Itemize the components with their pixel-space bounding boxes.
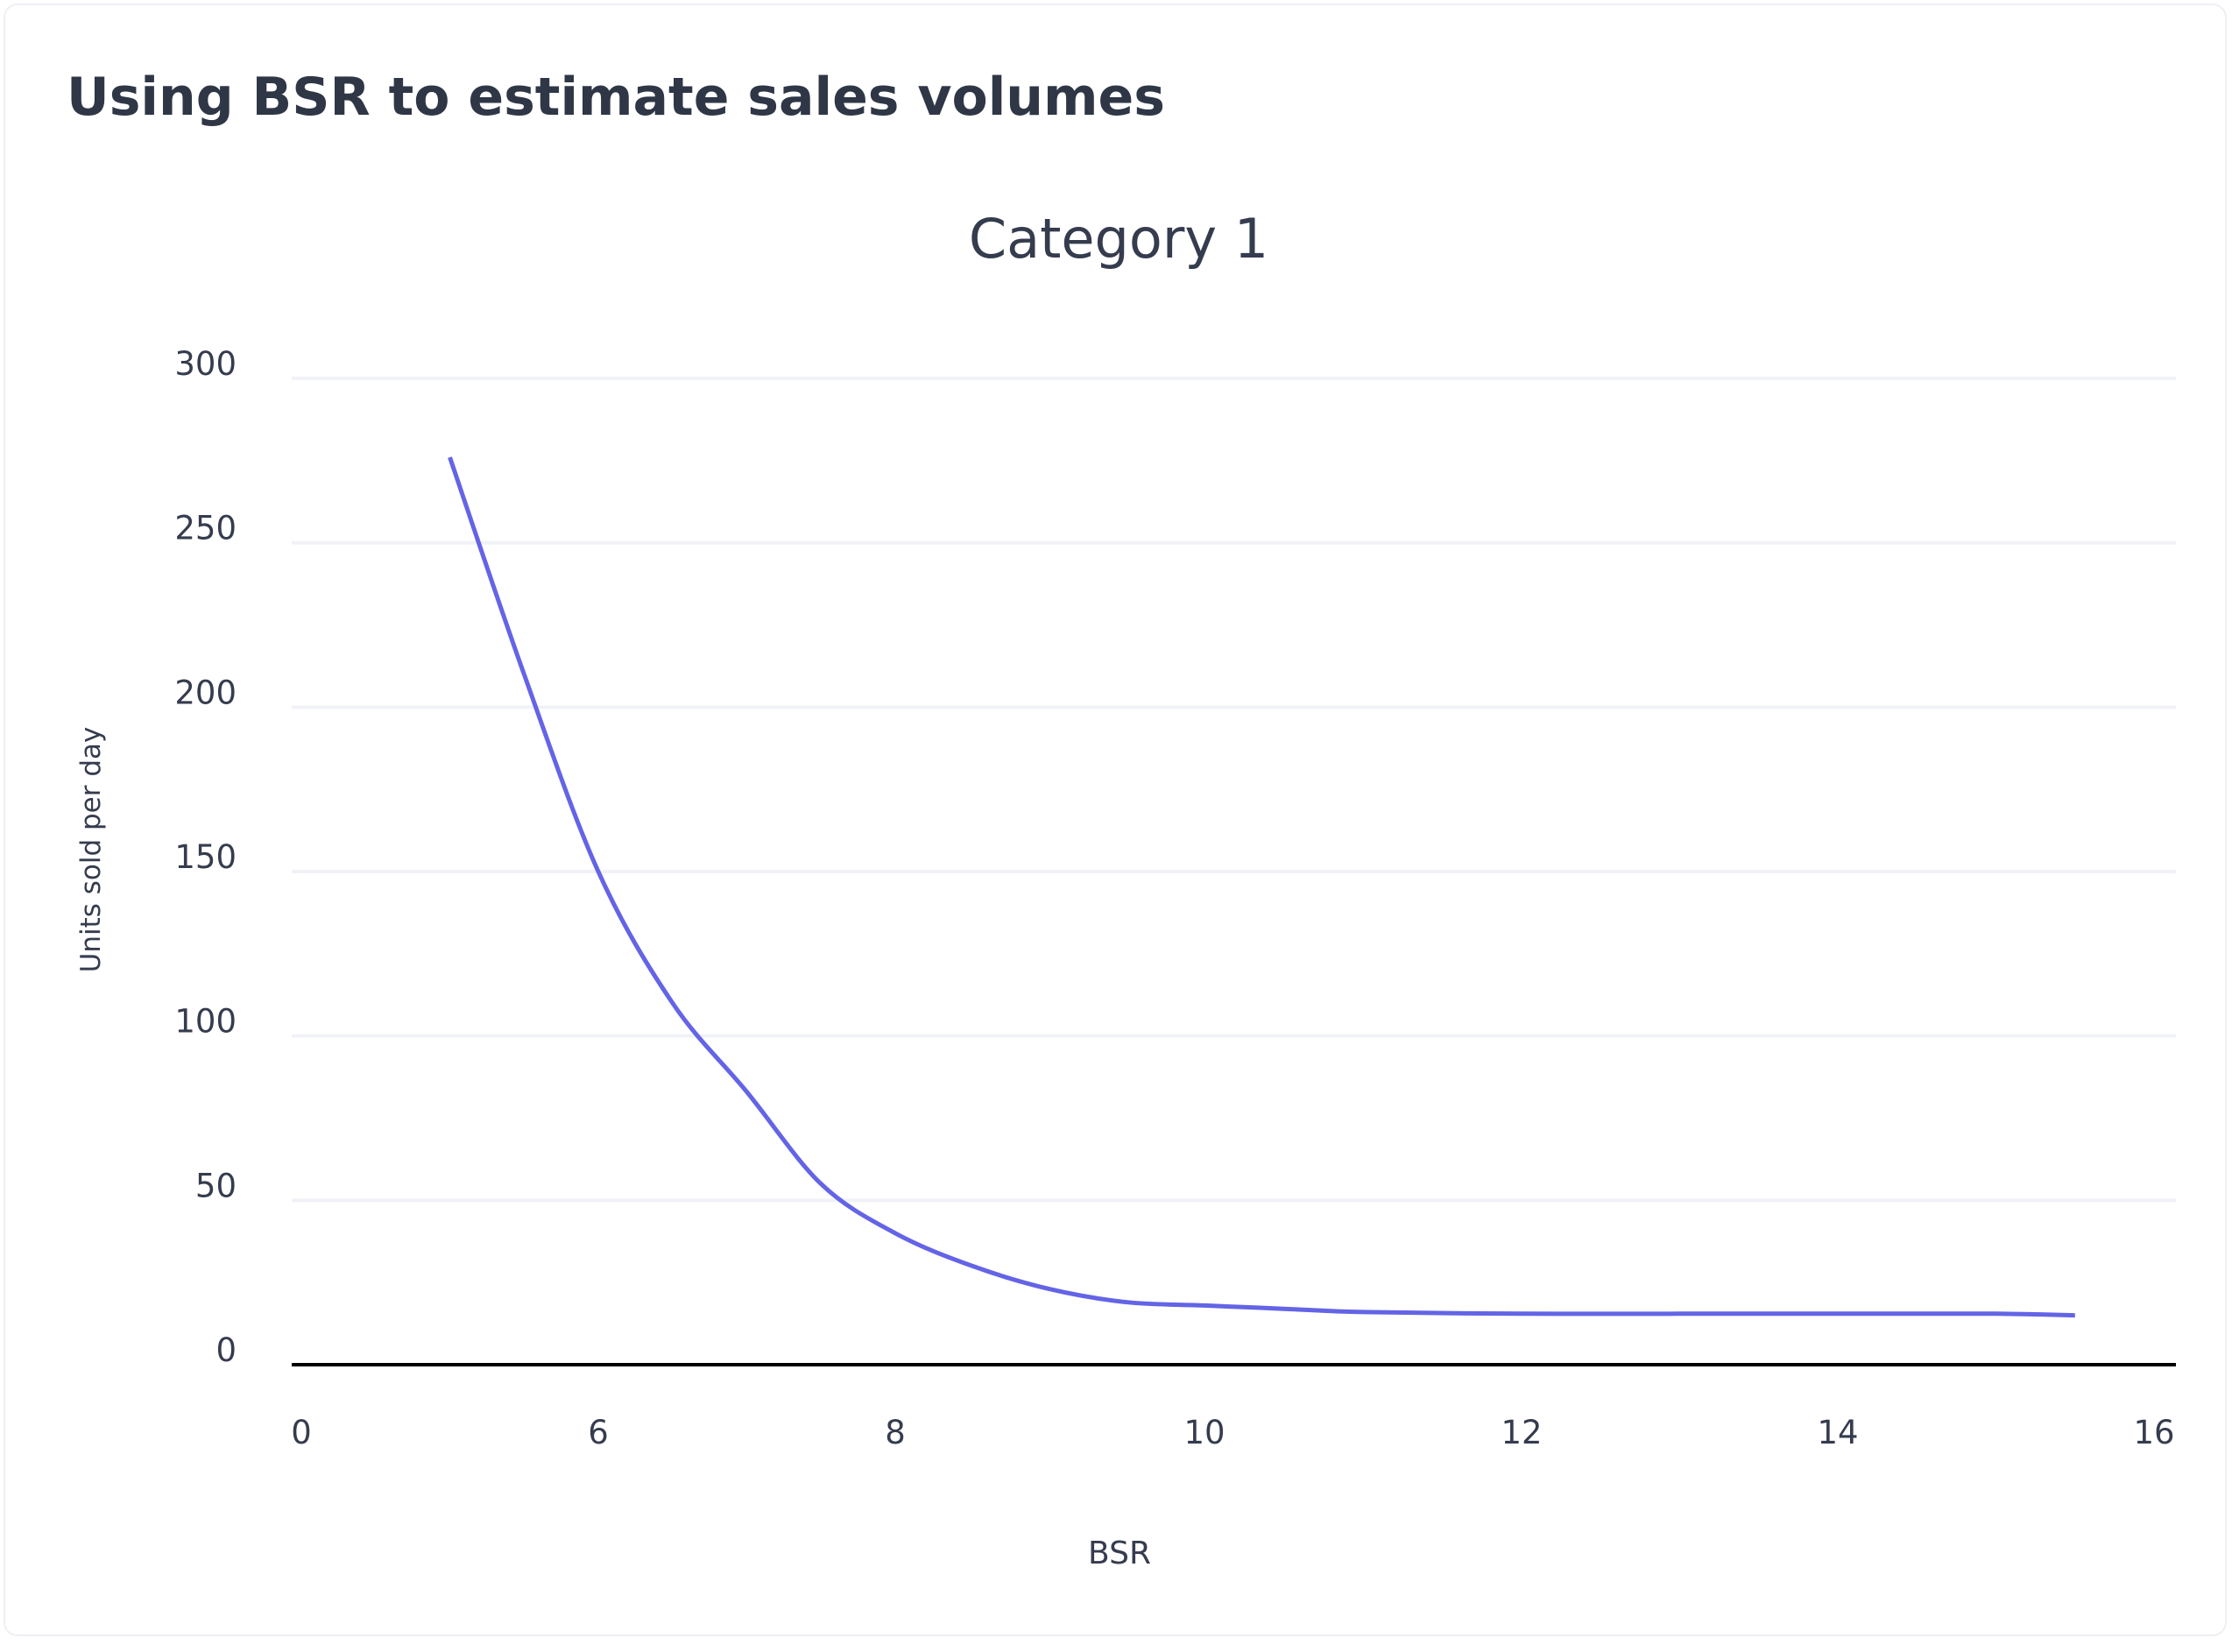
y-tick-label: 50: [195, 1167, 237, 1204]
y-tick-label: 250: [174, 510, 237, 547]
chart-title: Category 1: [969, 207, 1268, 271]
y-tick-label: 100: [174, 1003, 237, 1041]
x-tick-label: 6: [588, 1414, 609, 1451]
card-title: Using BSR to estimate sales volumes: [67, 67, 1165, 128]
y-tick-label: 200: [174, 674, 237, 711]
x-axis-label: BSR: [1088, 1536, 1151, 1571]
x-tick-label: 8: [885, 1414, 906, 1451]
x-tick-label: 12: [1501, 1414, 1542, 1451]
y-tick-label: 150: [174, 838, 237, 876]
y-axis-ticks: 0 50 100 150 200 250 300: [174, 345, 237, 1369]
x-tick-label: 16: [2133, 1414, 2174, 1451]
x-axis-ticks: 0 6 8 10 12 14 16: [291, 1414, 2174, 1451]
y-tick-label: 0: [215, 1331, 237, 1369]
y-axis-label: Units sold per day: [75, 727, 107, 973]
x-tick-label: 14: [1817, 1414, 1858, 1451]
series-line: [448, 456, 2075, 1318]
y-tick-label: 300: [174, 345, 237, 383]
x-tick-label: 0: [291, 1414, 312, 1451]
x-tick-label: 10: [1183, 1414, 1225, 1451]
grid-lines: [292, 377, 2176, 1203]
